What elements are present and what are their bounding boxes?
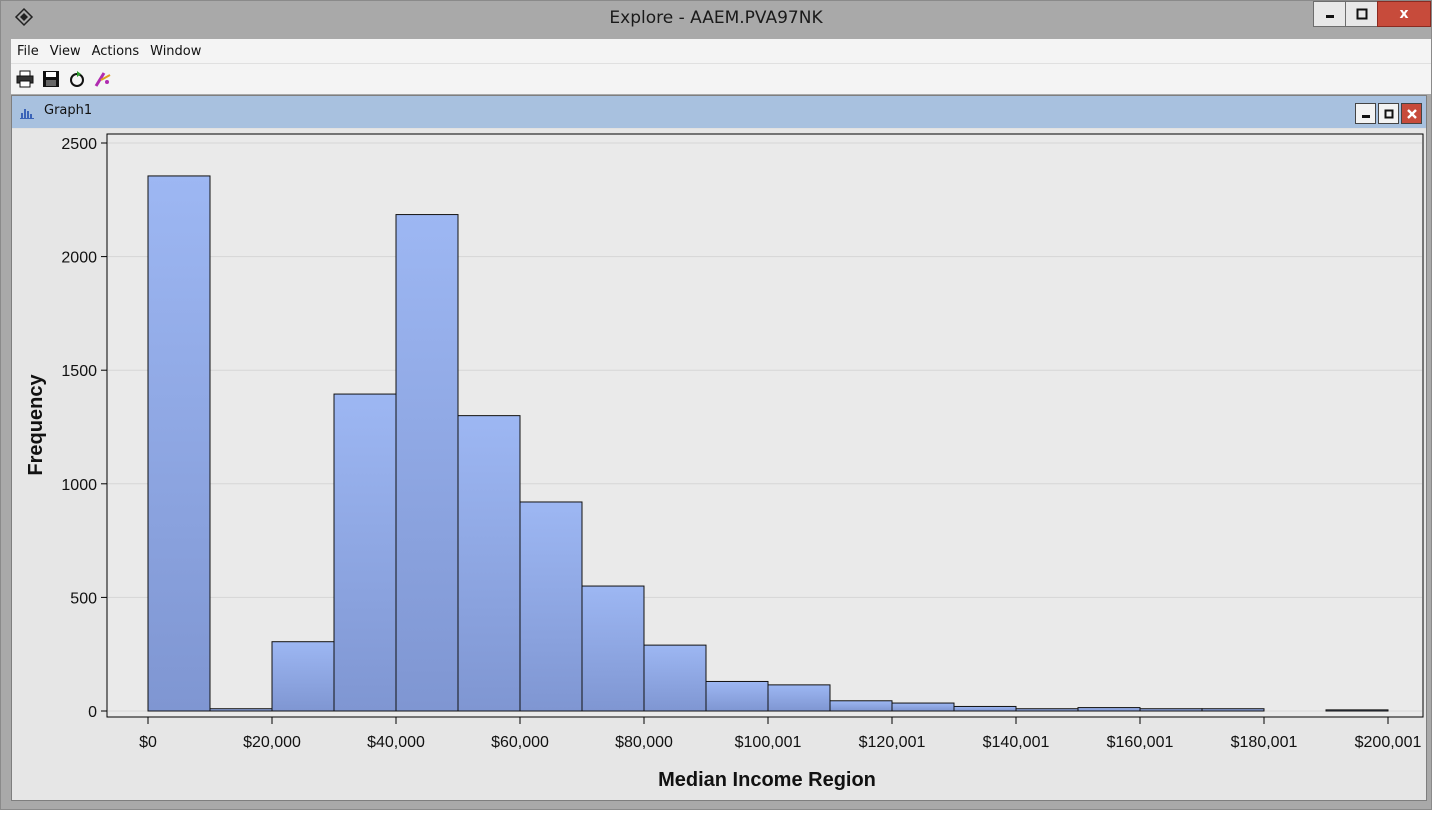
histogram-bar [643,644,707,712]
graph-maximize-button[interactable] [1378,103,1399,124]
histogram-bar [1201,708,1265,712]
histogram-bar [705,680,769,712]
y-tick-label: 500 [70,590,97,607]
graph-subwindow: Graph1 0 500 1000 1500 2000 2500 $0 $20,000 $40, [11,95,1427,801]
x-tick-label: $160,001 [1107,734,1174,751]
histogram-bar [767,684,831,712]
histogram-bar [519,501,583,712]
histogram-bar [1077,707,1141,712]
y-axis-label: Frequency [25,374,47,476]
graph-title: Graph1 [44,103,93,118]
plot-area [106,133,1424,718]
y-tick-label: 2000 [61,250,97,267]
histogram-bar [581,585,645,712]
y-tick-label: 1500 [61,363,97,380]
x-tick-label: $40,000 [367,734,425,751]
x-tick-label: $180,001 [1231,734,1298,751]
y-tick-label: 0 [88,704,97,721]
histogram-chart: 0 500 1000 1500 2000 2500 $0 $20,000 $40,000 $60,… [25,133,1424,791]
histogram-bar [1015,708,1079,712]
graph-title-bar[interactable]: Graph1 [12,96,1426,128]
histogram-bar [1325,709,1389,712]
histogram-bar [1139,708,1203,712]
print-icon[interactable] [15,69,35,89]
histogram-bar [457,415,521,712]
histogram-bar [395,214,459,712]
histogram-bar [271,641,335,712]
minimize-button[interactable] [1313,1,1346,27]
x-tick-label: $200,001 [1355,734,1422,751]
refresh-icon[interactable] [67,69,87,89]
title-bar[interactable]: Explore - AAEM.PVA97NK x [1,1,1431,38]
histogram-bar [209,708,273,712]
y-tick-label: 2500 [61,136,97,153]
menu-actions[interactable]: Actions [91,43,140,59]
graph-minimize-button[interactable] [1355,103,1376,124]
bar-chart-icon [20,104,34,119]
x-tick-label: $140,001 [983,734,1050,751]
histogram-bar [829,700,893,712]
x-axis-label: Median Income Region [658,769,876,791]
graph-close-button[interactable] [1401,103,1422,124]
histogram-bar [333,393,397,712]
x-tick-label: $100,001 [735,734,802,751]
x-tick-label: $80,000 [615,734,673,751]
wizard-icon[interactable] [93,69,113,89]
y-tick-label: 1000 [61,477,97,494]
histogram-bar [147,175,211,712]
toolbar [11,64,1431,94]
menu-view[interactable]: View [49,43,81,59]
x-tick-label: $60,000 [491,734,549,751]
maximize-button[interactable] [1345,1,1378,27]
menu-window[interactable]: Window [150,43,202,59]
x-tick-label: $120,001 [859,734,926,751]
x-tick-label: $20,000 [243,734,301,751]
close-button[interactable]: x [1377,1,1431,27]
chart-area: 0 500 1000 1500 2000 2500 $0 $20,000 $40,000 $60,… [12,129,1426,800]
x-tick-label: $0 [139,734,157,751]
menu-file[interactable]: File [17,43,39,59]
histogram-bar [953,705,1017,712]
window-title: Explore - AAEM.PVA97NK [609,8,823,28]
save-icon[interactable] [41,69,61,89]
histogram-bar [891,702,955,712]
menu-bar: File View Actions Window [11,39,1431,64]
sas-diamond-icon[interactable] [13,7,35,29]
